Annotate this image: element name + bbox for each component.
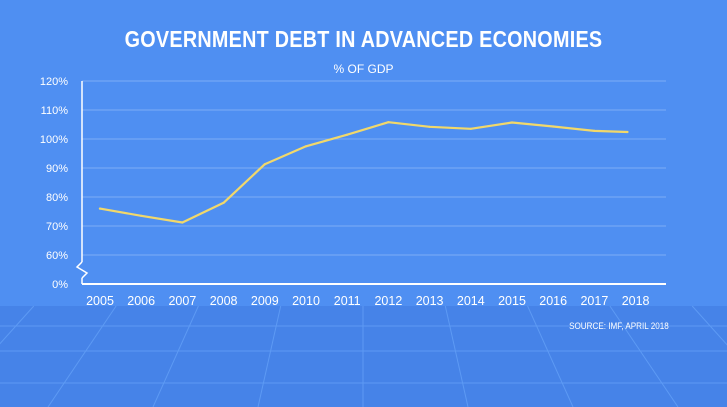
data-point bbox=[346, 133, 349, 136]
floor-grid bbox=[0, 305, 727, 407]
data-point bbox=[98, 207, 102, 210]
y-tick-label: 80% bbox=[46, 192, 68, 204]
data-point bbox=[552, 125, 555, 128]
x-tick-label: 2011 bbox=[334, 294, 361, 308]
x-tick-label: 2008 bbox=[210, 294, 238, 308]
x-tick-label: 2015 bbox=[498, 294, 526, 308]
x-tick-labels: 2005 2006 2007 2008 2009 2010 2011 2012 2013 2014… bbox=[86, 294, 649, 308]
floor-gridline bbox=[609, 305, 679, 407]
y-tick-label: 110% bbox=[41, 105, 69, 117]
series-line bbox=[98, 121, 629, 224]
x-tick-label: 2017 bbox=[580, 294, 608, 308]
data-point bbox=[510, 121, 514, 124]
floor-gridline bbox=[47, 305, 117, 407]
data-point bbox=[304, 145, 308, 148]
x-tick-label: 2018 bbox=[622, 294, 650, 308]
data-point bbox=[222, 201, 225, 204]
series bbox=[98, 121, 629, 224]
data-point bbox=[140, 214, 143, 217]
floor-gridline bbox=[152, 305, 199, 407]
x-tick-label: 2010 bbox=[292, 294, 320, 308]
x-tick-label: 2005 bbox=[86, 294, 114, 308]
y-tick-label: 70% bbox=[46, 221, 68, 233]
x-tick-label: 2009 bbox=[251, 294, 279, 308]
data-point bbox=[626, 130, 629, 134]
x-tick-label: 2012 bbox=[374, 294, 402, 308]
axis-break-mark bbox=[75, 261, 89, 279]
data-point bbox=[469, 127, 472, 130]
data-point bbox=[387, 121, 390, 124]
y-tick-label: 60% bbox=[46, 250, 68, 262]
x-tick-label: 2016 bbox=[539, 294, 567, 308]
y-tick-label: 100% bbox=[40, 134, 68, 146]
data-point bbox=[428, 125, 431, 128]
x-tick-label: 2006 bbox=[127, 294, 155, 308]
floor-gridline bbox=[0, 305, 35, 345]
axes bbox=[75, 81, 666, 285]
floor-gridline bbox=[527, 305, 574, 407]
chart-title: GOVERNMENT DEBT IN ADVANCED ECONOMIES bbox=[124, 26, 603, 52]
grid bbox=[82, 80, 666, 256]
y-tick-label: 120% bbox=[40, 76, 68, 88]
floor-gridline bbox=[444, 305, 469, 407]
x-tick-label: 2014 bbox=[457, 294, 485, 308]
data-point bbox=[593, 129, 596, 132]
floor-gridline bbox=[691, 305, 727, 346]
floor-gridline bbox=[257, 305, 282, 407]
data-point bbox=[263, 163, 266, 166]
source-note: SOURCE: IMF, APRIL 2018 bbox=[569, 321, 669, 331]
x-tick-label: 2013 bbox=[416, 294, 444, 308]
y-tick-label: 90% bbox=[46, 163, 68, 175]
data-point bbox=[181, 221, 184, 224]
x-tick-label: 2007 bbox=[168, 294, 196, 308]
y-tick-labels: 0% 60% 70% 80% 90% 100% 110% 120% bbox=[40, 76, 68, 291]
chart-subtitle: % OF GDP bbox=[333, 62, 394, 76]
y-tick-label: 0% bbox=[52, 279, 68, 291]
